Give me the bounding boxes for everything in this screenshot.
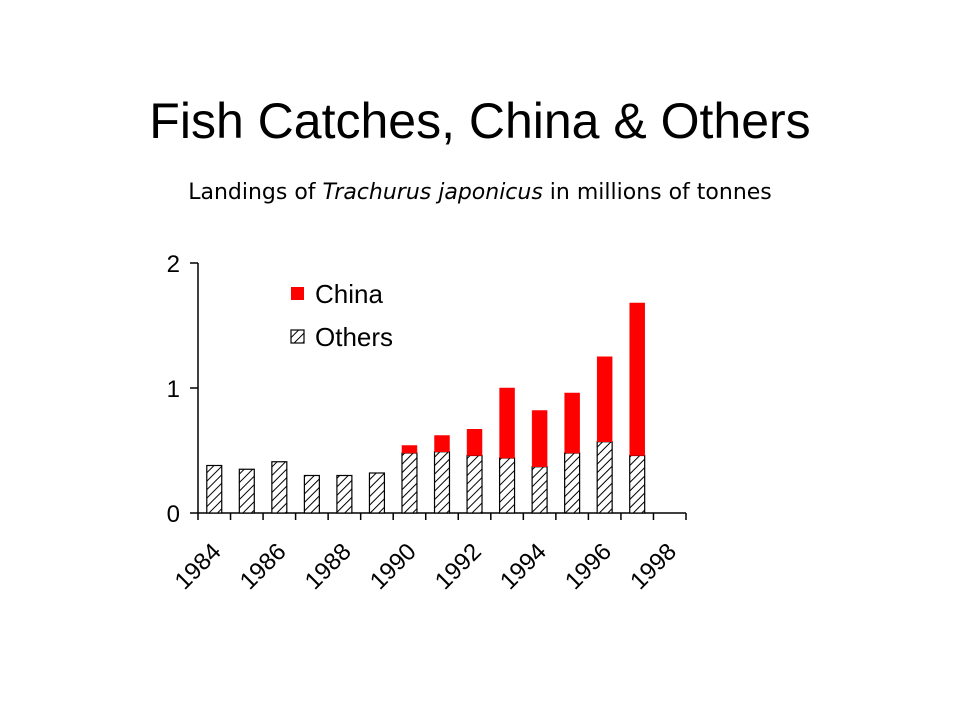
- x-tick-label: 1998: [625, 538, 682, 595]
- subtitle-species: Trachurus japonicus: [322, 180, 543, 205]
- y-tick-label: 2: [167, 251, 180, 278]
- bar-others-1987: [303, 474, 320, 514]
- y-tick-label: 1: [167, 376, 180, 403]
- bar-others-1996: [596, 441, 613, 514]
- bar-china-1991: [434, 435, 450, 452]
- legend-label-others: Others: [315, 322, 393, 352]
- x-tick-label: 1990: [365, 538, 422, 595]
- bar-others-1986: [271, 461, 288, 514]
- chart-bars: [206, 302, 646, 514]
- legend-swatch-others: [290, 329, 305, 344]
- bar-others-1991: [433, 451, 451, 514]
- x-tick-label: 1984: [170, 538, 227, 595]
- bar-others-1997: [629, 454, 646, 514]
- bar-china-1990: [401, 445, 418, 454]
- bar-china-1996: [596, 356, 613, 442]
- bar-china-1997: [629, 302, 645, 456]
- chart-subtitle: Landings of Trachurus japonicus in milli…: [0, 180, 960, 205]
- bar-others-1988: [336, 474, 353, 514]
- bar-china-1993: [499, 387, 515, 459]
- bar-others-1994: [531, 466, 548, 514]
- x-tick-label: 1996: [560, 538, 617, 595]
- bar-china-1994: [531, 410, 548, 467]
- subtitle-prefix: Landings of: [188, 180, 323, 205]
- bar-china-1992: [466, 429, 483, 456]
- bar-china-1995: [564, 392, 580, 454]
- bar-others-1989: [368, 472, 386, 514]
- bar-others-1992: [466, 454, 483, 514]
- chart-legend: China Others: [290, 279, 393, 352]
- legend-label-china: China: [315, 279, 383, 309]
- legend-swatch-china: [291, 287, 304, 300]
- x-tick-label: 1986: [235, 538, 292, 595]
- bar-others-1990: [401, 452, 418, 514]
- subtitle-suffix: in millions of tonnes: [542, 180, 772, 205]
- bar-others-1993: [498, 457, 516, 514]
- x-tick-label: 1994: [495, 538, 552, 595]
- y-tick-label: 0: [167, 501, 180, 528]
- x-tick-label: 1988: [300, 538, 357, 595]
- x-tick-label: 1992: [430, 538, 487, 595]
- bar-others-1985: [238, 468, 255, 514]
- bar-others-1995: [564, 452, 581, 514]
- page-title: Fish Catches, China & Others: [149, 93, 811, 149]
- bar-others-1984: [206, 464, 223, 514]
